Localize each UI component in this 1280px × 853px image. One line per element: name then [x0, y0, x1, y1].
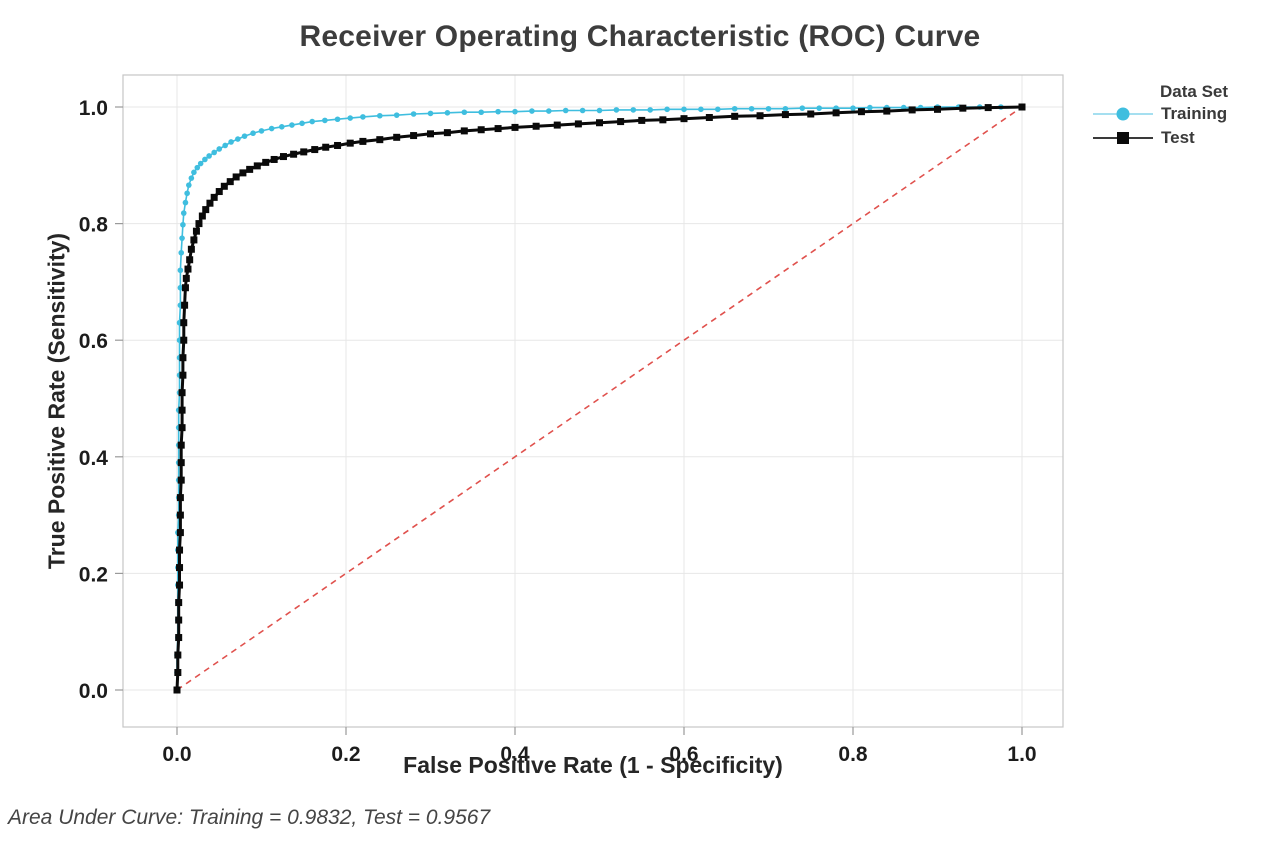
svg-text:1.0: 1.0	[79, 97, 108, 120]
svg-text:0.6: 0.6	[79, 330, 108, 353]
chart-title: Receiver Operating Characteristic (ROC) …	[299, 20, 981, 53]
svg-text:0.0: 0.0	[79, 680, 108, 703]
training-marker-icon	[1093, 107, 1153, 121]
legend-item-training[interactable]: Training	[1092, 102, 1272, 126]
svg-text:0.2: 0.2	[79, 563, 108, 586]
svg-text:0.8: 0.8	[79, 214, 109, 237]
svg-text:0.0: 0.0	[162, 743, 191, 766]
svg-text:0.6: 0.6	[669, 743, 698, 766]
auc-annotation: Area Under Curve: Training = 0.9832, Tes…	[8, 806, 491, 829]
svg-text:0.8: 0.8	[838, 743, 868, 766]
svg-text:0.2: 0.2	[331, 743, 360, 766]
legend-label-test: Test	[1161, 128, 1195, 147]
legend-title: Data Set	[1160, 82, 1229, 101]
svg-text:0.4: 0.4	[79, 447, 109, 470]
svg-text:1.0: 1.0	[1007, 743, 1036, 766]
svg-text:0.4: 0.4	[500, 743, 530, 766]
x-axis-title: False Positive Rate (1 - Specificity)	[403, 752, 783, 778]
test-marker-icon	[1093, 132, 1153, 144]
legend-label-training: Training	[1161, 104, 1228, 123]
y-axis-title: True Positive Rate (Sensitivity)	[43, 232, 70, 570]
legend-item-test[interactable]: Test	[1092, 126, 1272, 150]
legend: Data Set Training Test	[1092, 82, 1272, 150]
